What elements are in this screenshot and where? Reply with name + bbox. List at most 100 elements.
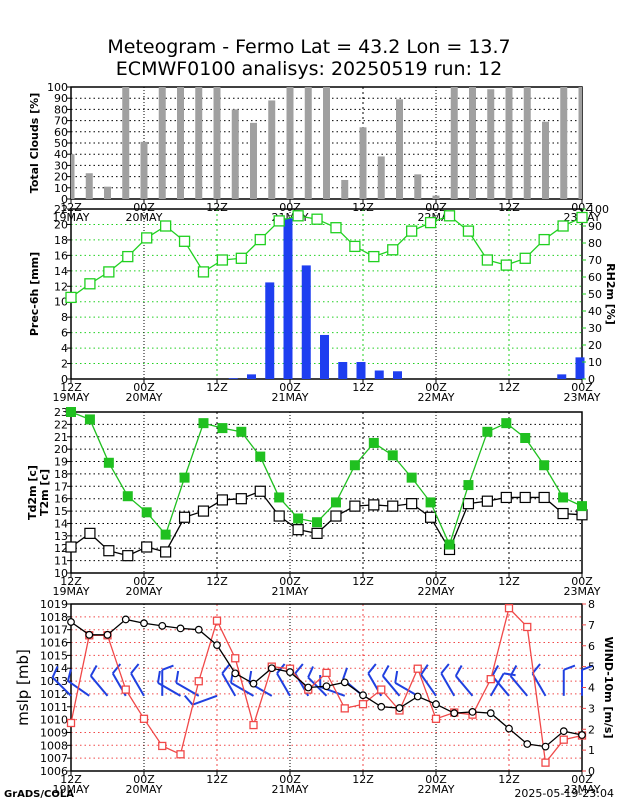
td2m-point: [160, 546, 172, 558]
wind-barb: [420, 673, 437, 697]
mslp-point: [67, 618, 75, 626]
y-tick-label: 100: [47, 81, 68, 94]
rh-point: [141, 232, 153, 244]
x-tick-label: 00Z: [425, 575, 447, 588]
wind-point: [431, 714, 441, 723]
wind-point: [158, 741, 167, 751]
y-axis-label: Total Clouds [%]: [28, 93, 41, 193]
mslp-point: [486, 709, 495, 718]
mslp-point: [121, 615, 130, 624]
t2m-point: [179, 472, 190, 483]
y-tick-label: 11: [54, 555, 68, 568]
panel-mslp-wind: 1006100710081009101010111012101310141015…: [14, 598, 615, 796]
precip-bar: [575, 357, 585, 379]
precip-bar: [557, 374, 567, 379]
td2m-point: [103, 545, 115, 557]
x-tick-label: 00Z: [571, 575, 593, 588]
wind-barb-flag: [51, 666, 59, 678]
t2m-point: [463, 480, 474, 491]
rh-point: [481, 254, 494, 266]
x-tick-date-label: 19MAY: [53, 783, 90, 796]
td2m-point: [65, 541, 77, 553]
y-tick-label: 1014: [40, 662, 68, 675]
precip-bar: [356, 362, 366, 379]
y-tick-label: 18: [54, 468, 68, 481]
td2m-point: [481, 495, 493, 507]
td2m-series-line: [70, 490, 583, 557]
precip-bar: [265, 282, 275, 379]
cloud-bar: [268, 100, 276, 199]
precip-bar: [374, 370, 384, 379]
mslp-point: [450, 709, 459, 718]
y-tick-label: 20: [54, 443, 68, 456]
panel-temperature: 101112131415161718192021222312Z19MAY00Z2…: [26, 406, 601, 598]
wind-barb-flag: [581, 664, 594, 671]
t2m-point: [293, 513, 304, 524]
cloud-bar: [542, 121, 549, 199]
cloud-bar: [396, 99, 403, 199]
t2m-point: [387, 450, 398, 461]
y-right-tick-label: 70: [588, 254, 602, 267]
wind-barb: [130, 672, 145, 697]
mslp-point: [541, 742, 550, 751]
wind-barb-flag: [130, 663, 140, 674]
wind-barb-flag: [563, 664, 576, 671]
rh-point: [292, 210, 304, 222]
y-right-tick-label: 40: [588, 305, 602, 318]
y-tick-label: 12: [54, 280, 68, 293]
y-right-tick-label: 60: [588, 271, 602, 284]
x-tick-label: 12Z: [206, 575, 228, 588]
x-tick-label: 12Z: [352, 773, 374, 786]
cloud-bar: [177, 87, 184, 199]
y-tick-label: 80: [54, 103, 68, 116]
wind-point: [322, 668, 331, 678]
y-right-tick-label: 100: [588, 203, 609, 216]
rh-point: [538, 233, 550, 246]
footer-right-label: 2025-05-19-23:04: [514, 787, 614, 800]
mslp-point: [213, 641, 221, 650]
y-tick-label: 40: [54, 148, 68, 161]
y-tick-label: 10: [54, 567, 68, 580]
mslp-point: [286, 668, 294, 676]
wind-barb-flag: [420, 664, 429, 676]
td2m-point: [406, 498, 418, 510]
y-tick-label: 17: [54, 480, 68, 493]
wind-barb: [455, 675, 474, 697]
y-tick-label: 2: [61, 358, 68, 371]
x-tick-label: 00Z: [133, 773, 155, 786]
mslp-point: [103, 630, 112, 639]
t2m-point: [520, 433, 531, 444]
rh-point: [349, 240, 361, 253]
wind-point: [66, 718, 76, 728]
cloud-bar: [231, 109, 239, 199]
y-tick-label: 1007: [40, 752, 68, 765]
t2m-point: [274, 492, 285, 503]
td2m-point: [235, 493, 247, 505]
x-tick-label: 12Z: [498, 381, 520, 394]
y-tick-label: 0: [61, 373, 68, 386]
y-tick-label: 14: [54, 517, 68, 530]
x-tick-date-label: 20MAY: [126, 391, 163, 404]
y-right-axis-label: WIND-10m [m/s]: [602, 636, 615, 738]
chart-title-line1: Meteogram - Fermo Lat = 43.2 Lon = 13.7: [107, 36, 510, 58]
cloud-bar: [560, 87, 568, 199]
x-tick-label: 12Z: [60, 773, 82, 786]
wind-barb-flag: [367, 663, 377, 674]
cloud-bar: [341, 179, 349, 199]
y-tick-label: 20: [54, 218, 68, 231]
wind-barb-flag: [394, 670, 399, 684]
y-tick-label: 8: [61, 311, 68, 324]
wind-barb: [90, 675, 109, 697]
y-axis-label: Prec-6h [mm]: [28, 252, 41, 336]
y-right-tick-label: 10: [588, 356, 602, 369]
y-tick-label: 1017: [40, 624, 68, 637]
wind-barb-flag: [66, 669, 72, 682]
t2m-point: [160, 529, 171, 540]
y-tick-label: 16: [54, 493, 68, 506]
rh-point: [387, 244, 399, 256]
t2m-point: [482, 426, 493, 437]
t2m-point: [406, 472, 417, 483]
cloud-bar: [158, 87, 166, 199]
cloud-bar: [450, 87, 458, 199]
